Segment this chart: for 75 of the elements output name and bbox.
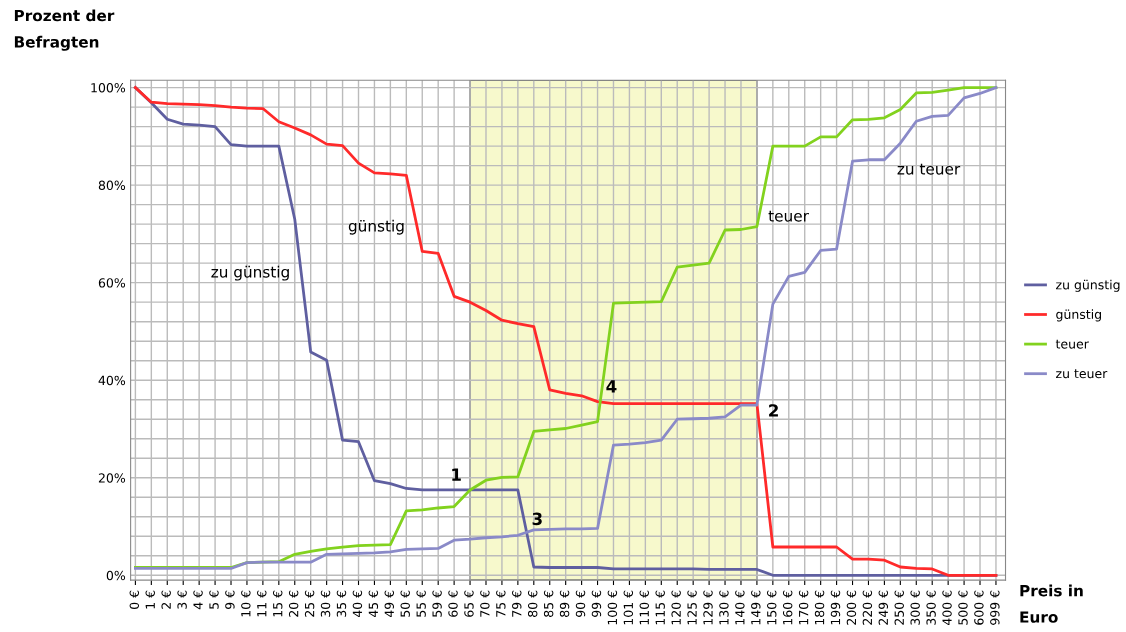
x-tick-label: 9 €	[225, 590, 235, 609]
y-tick-label: 20%	[98, 473, 126, 483]
x-tick-label: 120 €	[671, 590, 681, 625]
annotation: zu teuer	[897, 163, 961, 175]
x-tick-label: 249 €	[878, 590, 889, 625]
x-tick-label: 79 €	[512, 590, 522, 617]
x-tick-label: 59 €	[432, 590, 442, 617]
y-tick-label: 60%	[98, 278, 126, 288]
x-tick-label: 45 €	[368, 590, 379, 618]
x-tick-label: 40 €	[352, 590, 363, 618]
legend-label: zu günstig	[1056, 279, 1120, 292]
x-tick-label: 400 €	[942, 590, 952, 626]
y-tick-label: 0%	[106, 570, 126, 581]
x-tick-label: 65 €	[464, 590, 474, 617]
x-tick-label: 170 €	[798, 590, 809, 625]
x-tick-label: 220 €	[862, 590, 873, 625]
x-tick-label: 60 €	[448, 590, 458, 617]
annotation: günstig	[348, 219, 404, 235]
x-tick-label: 180 €	[814, 590, 825, 625]
x-tick-label: 160 €	[782, 590, 793, 625]
annotation: teuer	[768, 210, 809, 222]
x-tick-label: 1 €	[145, 590, 155, 609]
x-tick-label: 500 €	[958, 590, 968, 625]
x-tick-label: 150 €	[767, 590, 777, 625]
y-axis-title: Prozent der Befragten	[14, 9, 115, 51]
x-tick-label: 50 €	[400, 590, 410, 617]
x-tick-label: 350 €	[926, 590, 936, 625]
x-tick-label: 89 €	[559, 590, 570, 617]
x-tick-label: 80 €	[527, 590, 538, 617]
x-tick-label: 4 €	[193, 590, 203, 610]
x-tick-label: 149 €	[751, 590, 761, 625]
y-tick-label: 100%	[91, 83, 126, 93]
x-tick-label: 115 €	[655, 590, 665, 625]
x-tick-label: 125 €	[687, 590, 697, 625]
x-tick-label: 200 €	[846, 590, 857, 625]
annotation: 2	[769, 404, 778, 417]
x-tick-label: 35 €	[336, 590, 347, 617]
annotation: 4	[606, 380, 617, 393]
x-tick-label: 10 €	[241, 590, 251, 617]
x-axis-title: Preis in Euro	[1020, 584, 1083, 623]
x-tick-label: 250 €	[894, 590, 904, 625]
x-tick-label: 3 €	[177, 590, 187, 609]
x-tick-label: 5 €	[209, 590, 219, 609]
x-tick-label: 11 €	[257, 590, 267, 617]
x-tick-label: 300 €	[910, 590, 920, 625]
x-tick-label: 100 €	[607, 590, 618, 625]
x-tick-label: 55 €	[416, 590, 426, 617]
x-tick-label: 15 €	[273, 590, 283, 617]
x-tick-label: 140 €	[735, 590, 745, 625]
x-tick-label: 600 €	[974, 590, 984, 625]
x-tick-label: 85 €	[543, 590, 554, 617]
annotation: 1	[452, 468, 461, 481]
x-tick-label: 99 €	[591, 590, 602, 617]
x-tick-label: 129 €	[703, 590, 713, 625]
legend-label: zu teuer	[1056, 369, 1108, 379]
annotation: zu günstig	[211, 265, 289, 281]
x-tick-label: 101 €	[623, 590, 634, 625]
y-tick-label: 40%	[98, 375, 126, 386]
y-tick-label: 80%	[98, 180, 126, 191]
x-tick-label: 25 €	[304, 590, 315, 617]
x-tick-label: 90 €	[575, 590, 586, 617]
legend-label: teuer	[1055, 339, 1089, 349]
legend-label: günstig	[1056, 309, 1101, 322]
x-tick-label: 30 €	[320, 590, 331, 617]
x-tick-label: 999 €	[990, 590, 1000, 625]
annotation: 3	[532, 512, 542, 526]
x-tick-label: 75 €	[496, 590, 506, 617]
x-tick-label: 199 €	[830, 590, 841, 625]
x-tick-label: 130 €	[719, 590, 729, 625]
x-tick-label: 2 €	[161, 590, 171, 609]
x-tick-label: 70 €	[480, 590, 490, 617]
x-tick-label: 20 €	[288, 590, 299, 617]
x-tick-label: 110 €	[639, 590, 649, 625]
x-tick-label: 49 €	[384, 590, 394, 618]
x-tick-label: 0 €	[129, 590, 140, 609]
